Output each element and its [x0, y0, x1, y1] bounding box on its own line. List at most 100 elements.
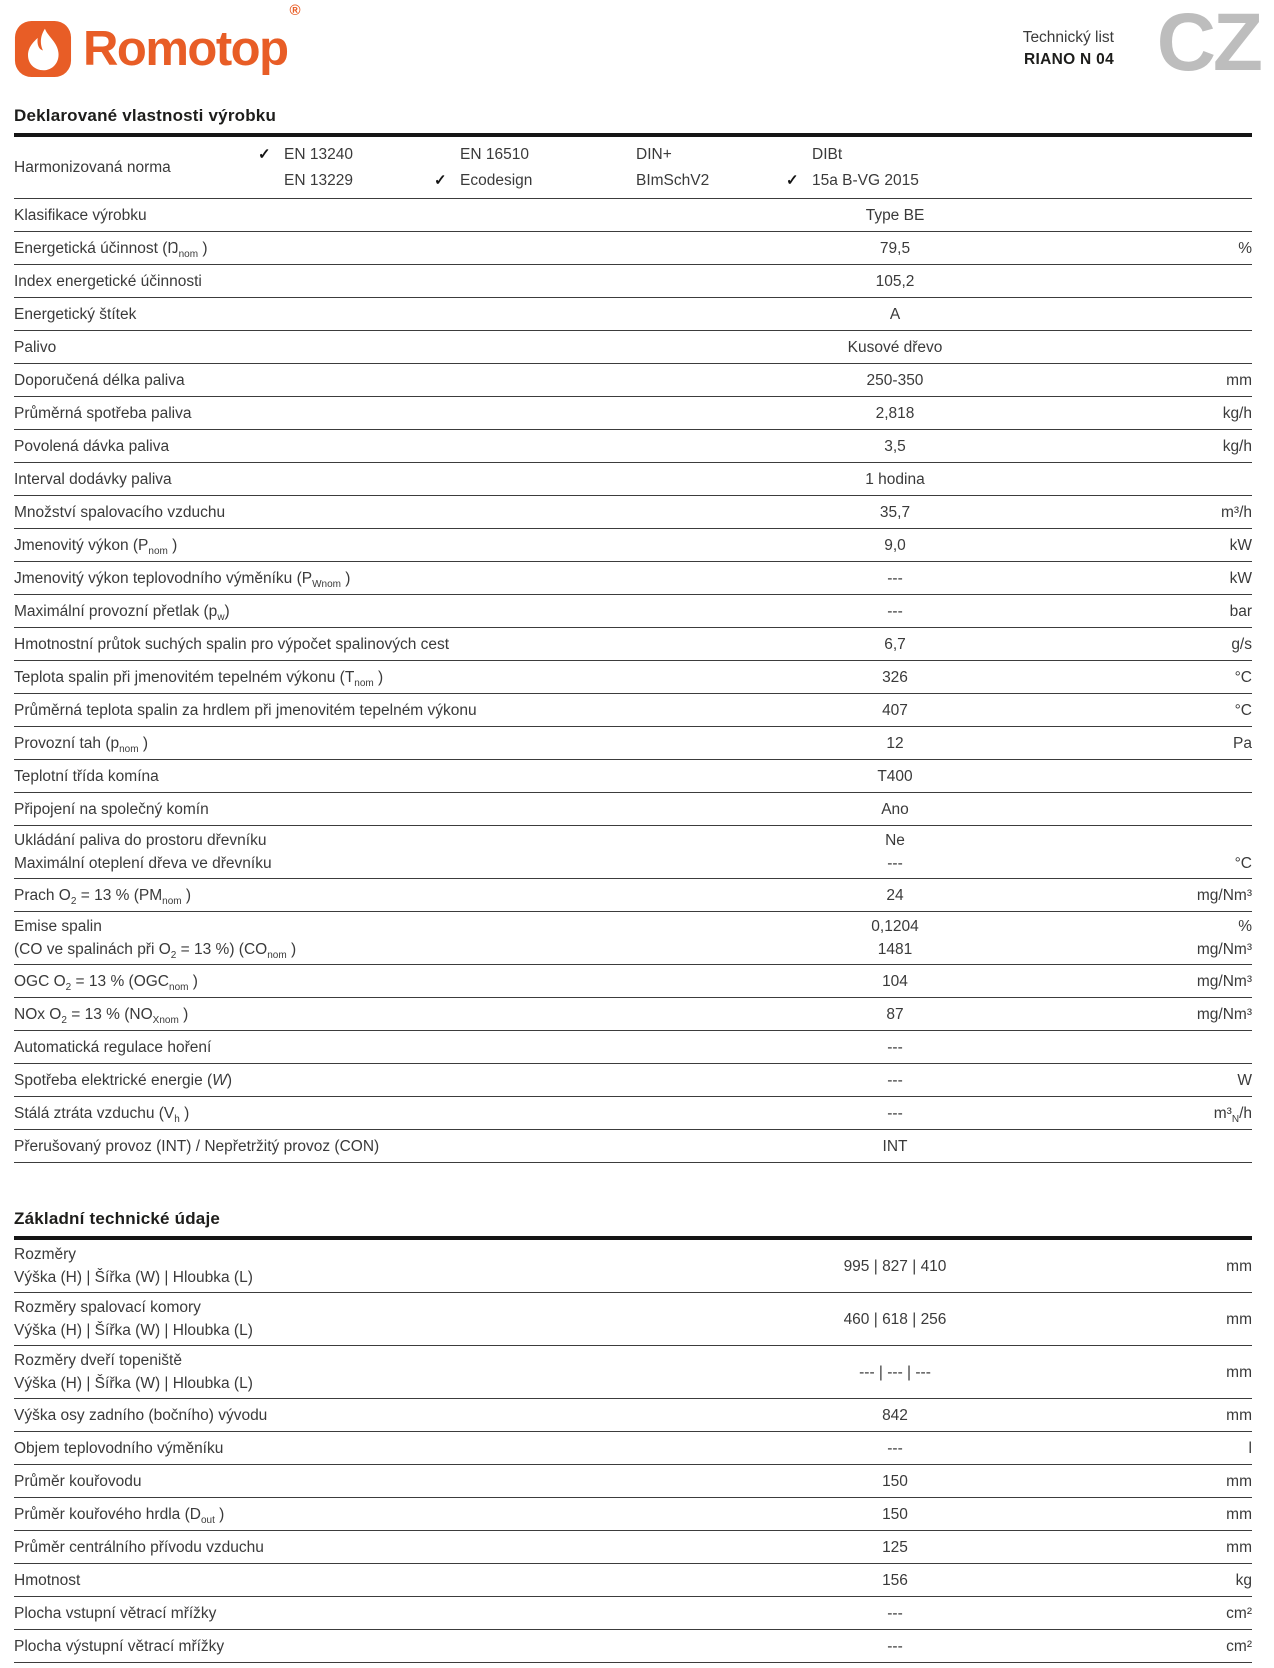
row-unit — [1157, 798, 1252, 821]
norm-label: DIN+ — [636, 145, 672, 163]
row-value: 995 | 827 | 410 — [843, 1257, 947, 1275]
row-label: Spotřeba elektrické energie (W) — [14, 1071, 232, 1089]
row-label: Prach O2 = 13 % (PMnom ) — [14, 886, 192, 907]
row-label: Výška osy zadního (bočního) vývodu — [14, 1406, 268, 1424]
row-value: INT — [882, 1137, 908, 1155]
row-label: Přerušovaný provoz (INT) / Nepřetržitý p… — [14, 1137, 380, 1155]
row-value: 87 — [886, 1005, 904, 1023]
table-row: Plocha výstupní větrací mřížky --- cm² — [14, 1630, 1252, 1663]
row-label: Automatická regulace hoření — [14, 1038, 212, 1056]
check-icon: ✓ — [434, 171, 447, 189]
row-label: Připojení na společný komín — [14, 800, 209, 818]
row-value: 326 — [882, 668, 908, 686]
norm-label: DIBt — [812, 145, 843, 163]
row-value: 407 — [882, 701, 908, 719]
table-row: Rozměry dveří topeniště Výška (H) | Šířka… — [14, 1346, 1252, 1399]
row-label: Povolená dávka paliva — [14, 437, 170, 455]
row-value: --- — [887, 569, 903, 587]
row-value: 24 — [886, 886, 904, 904]
row-value: 0,1204 1481 — [871, 918, 919, 958]
table-row: Teplota spalin při jmenovitém tepelném v… — [14, 661, 1252, 694]
norm-item: ✓ 15a B-VG 2015 — [786, 168, 962, 194]
row-value: 3,5 — [884, 437, 906, 455]
row-value: 156 — [882, 1571, 908, 1589]
section-title: Základní technické údaje — [14, 1209, 221, 1228]
row-label: Hmotnost — [14, 1571, 81, 1589]
romotop-logo: Romotop® — [14, 1, 300, 78]
row-label: Hmotnostní průtok suchých spalin pro výp… — [14, 635, 450, 653]
row-value: 2,818 — [875, 404, 915, 422]
row-label: Palivo — [14, 338, 57, 356]
norm-label: EN 13229 — [284, 171, 353, 189]
table-row: Průměrná teplota spalin za hrdlem při jm… — [14, 694, 1252, 727]
section-title: Deklarované vlastnosti výrobku — [14, 106, 277, 125]
norm-label: 15a B-VG 2015 — [812, 171, 919, 189]
row-value: --- — [887, 1637, 903, 1655]
row-label: Index energetické účinnosti — [14, 272, 202, 290]
table-row: Doporučená délka paliva 250-350 mm — [14, 364, 1252, 397]
row-unit: Pa — [1233, 734, 1252, 752]
norm-label: EN 13240 — [284, 145, 353, 163]
norm-label: EN 16510 — [460, 145, 529, 163]
row-unit: kg/h — [1222, 437, 1252, 455]
logo-wordmark: Romotop® — [83, 1, 300, 76]
row-unit: kg — [1235, 1571, 1252, 1589]
row-unit: mm — [1226, 1363, 1252, 1381]
check-icon: ✓ — [258, 145, 271, 163]
row-label: Stálá ztráta vzduchu (Vh ) — [14, 1104, 190, 1125]
table-row: Jmenovitý výkon (Pnom ) 9,0 kW — [14, 529, 1252, 562]
table-row: Rozměry spalovací komory Výška (H) | Šířk… — [14, 1293, 1252, 1346]
row-unit — [1157, 1036, 1252, 1059]
table-row: Připojení na společný komín Ano — [14, 793, 1252, 826]
doc-meta: Technický list RIANO N 04 — [1023, 27, 1114, 71]
row-value: 150 — [882, 1505, 908, 1523]
row-value: --- — [887, 1439, 903, 1457]
row-unit: mg/Nm³ — [1196, 1005, 1252, 1023]
row-unit: mm — [1226, 1257, 1252, 1275]
row-value: --- — [887, 1604, 903, 1622]
row-unit: l — [1248, 1439, 1252, 1457]
row-unit: mm — [1226, 1538, 1252, 1556]
table-row: Stálá ztráta vzduchu (Vh ) --- m³N/h — [14, 1097, 1252, 1130]
norm-item: BImSchV2 — [610, 168, 786, 194]
registered-mark: ® — [289, 1, 301, 19]
row-value: --- — [887, 1038, 903, 1056]
table-row: Hmotnostní průtok suchých spalin pro výp… — [14, 628, 1252, 661]
section-basic-technical-data: Základní technické údaje Rozměry Výška (H… — [14, 1209, 1252, 1663]
table-row: Interval dodávky paliva 1 hodina — [14, 463, 1252, 496]
norm-item: DIN+ — [610, 142, 786, 168]
declared-properties-table: Harmonizovaná norma ✓ EN 13240 EN 13229 EN … — [14, 133, 1252, 1163]
row-label: Interval dodávky paliva — [14, 470, 172, 488]
row-label: Rozměry dveří topeniště Výška (H) | Šířka… — [14, 1352, 253, 1392]
table-row: Průměr centrálního přívodu vzduchu 125 mm — [14, 1531, 1252, 1564]
row-label: Jmenovitý výkon teplovodního výměníku (P… — [14, 569, 351, 590]
harmonized-norms-row: Harmonizovaná norma ✓ EN 13240 EN 13229 EN … — [14, 137, 1252, 199]
table-row: Množství spalovacího vzduchu 35,7 m³/h — [14, 496, 1252, 529]
row-value: Ne --- — [885, 832, 905, 872]
row-label: Objem teplovodního výměníku — [14, 1439, 224, 1457]
row-value: 79,5 — [879, 239, 911, 257]
row-value: --- — [887, 1104, 903, 1122]
norm-item: ✓ Ecodesign — [434, 168, 610, 194]
row-label: Ukládání paliva do prostoru dřevníku Maxi… — [14, 832, 272, 872]
table-row: Jmenovitý výkon teplovodního výměníku (P… — [14, 562, 1252, 595]
table-row: Prach O2 = 13 % (PMnom ) 24 mg/Nm³ — [14, 879, 1252, 912]
norm-label: Ecodesign — [460, 171, 533, 189]
row-label: NOx O2 = 13 % (NOXnom ) — [14, 1005, 189, 1026]
row-label: Průměr centrálního přívodu vzduchu — [14, 1538, 264, 1556]
row-label: Energetická účinnost (Ŋnom ) — [14, 239, 208, 260]
row-label: Průměrná teplota spalin za hrdlem při jm… — [14, 701, 477, 719]
table-row: Klasifikace výrobku Type BE — [14, 199, 1252, 232]
row-unit: °C — [1234, 668, 1252, 686]
table-row: OGC O2 = 13 % (OGCnom ) 104 mg/Nm³ — [14, 965, 1252, 998]
row-label: Průměrná spotřeba paliva — [14, 404, 192, 422]
norm-label: BImSchV2 — [636, 171, 710, 189]
row-label: Maximální provozní přetlak (pw) — [14, 602, 230, 623]
row-value: 35,7 — [879, 503, 911, 521]
table-row: Spotřeba elektrické energie (W) --- W — [14, 1064, 1252, 1097]
table-row: Povolená dávka paliva 3,5 kg/h — [14, 430, 1252, 463]
row-unit: mg/Nm³ — [1196, 972, 1252, 990]
table-row: Emise spalin (CO ve spalinách při O2 = 13… — [14, 912, 1252, 965]
row-unit: mm — [1226, 371, 1252, 389]
